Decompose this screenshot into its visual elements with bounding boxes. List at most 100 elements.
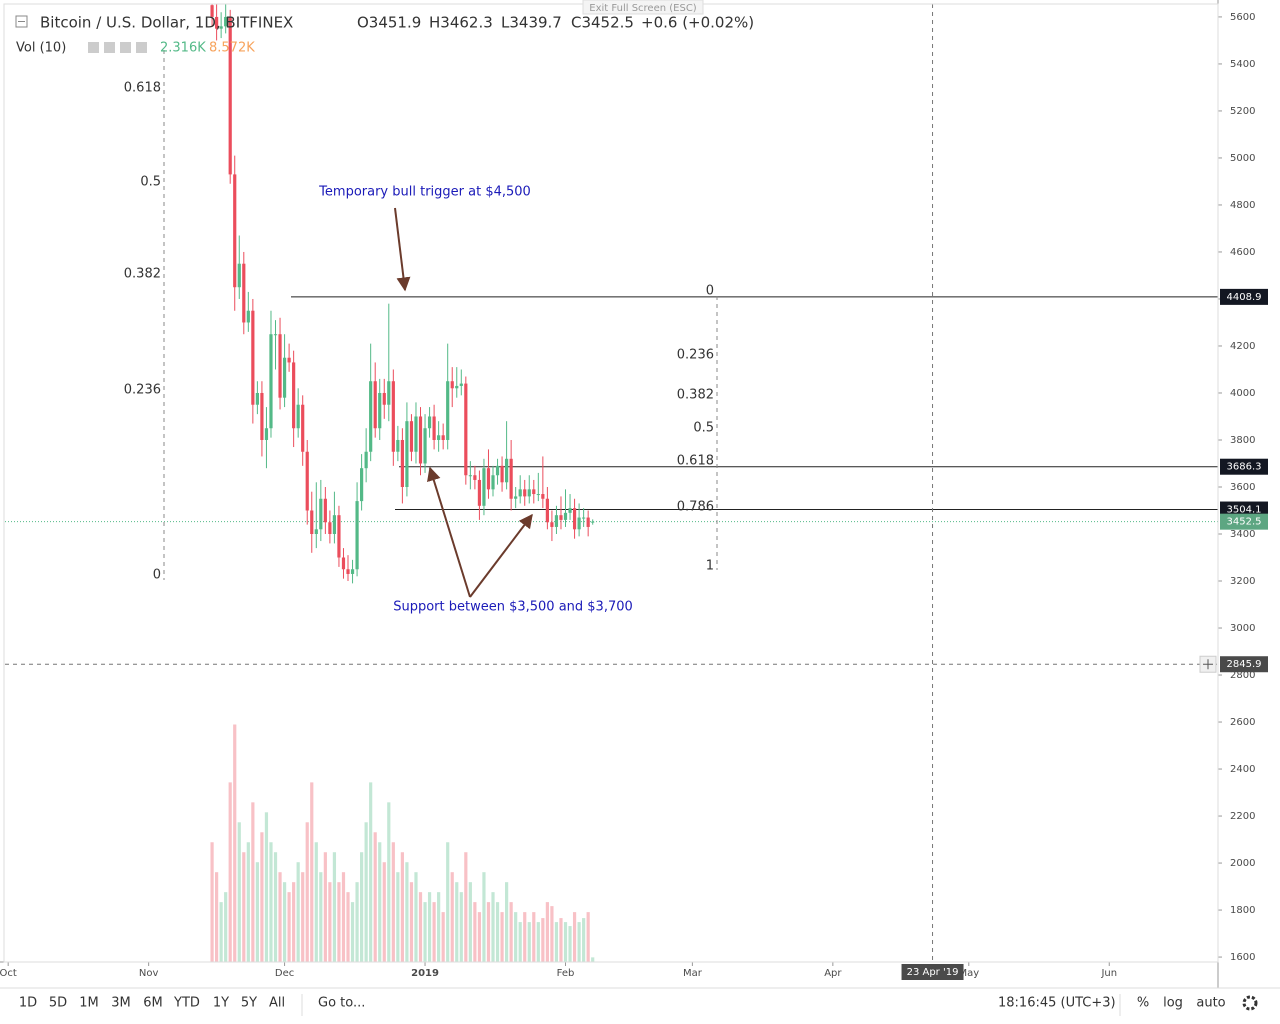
- volume-value: 2.316K: [160, 41, 206, 56]
- candle-body: [591, 521, 595, 523]
- candle-body: [500, 465, 504, 483]
- log-button[interactable]: log: [1163, 996, 1183, 1011]
- annotation: Support between $3,500 and $3,700: [393, 600, 633, 615]
- candle-body: [210, 5, 214, 17]
- indicator-icon[interactable]: [88, 42, 99, 53]
- timeframe-button[interactable]: All: [269, 996, 285, 1011]
- volume-bar: [427, 892, 432, 962]
- volume-bar: [527, 922, 531, 962]
- candle-body: [219, 26, 223, 29]
- volume-bar: [482, 872, 486, 962]
- volume-bar: [237, 822, 241, 962]
- fib-level-label: 0.5: [693, 421, 714, 436]
- exit-fullscreen-button[interactable]: [582, 0, 704, 15]
- volume-bar: [273, 852, 278, 962]
- volume-indicator[interactable]: Vol (10): [16, 41, 66, 56]
- volume-bar: [264, 812, 269, 962]
- auto-button[interactable]: auto: [1196, 996, 1225, 1011]
- volume-bar: [464, 852, 468, 962]
- fib-level-label: 0: [706, 284, 714, 299]
- volume-bar: [305, 822, 309, 962]
- volume-bar: [296, 862, 300, 962]
- volume-bar: [582, 918, 586, 962]
- volume-bar: [409, 882, 414, 962]
- x-tick-label: 2019: [411, 968, 439, 979]
- x-tick-label: Apr: [824, 968, 842, 979]
- y-tick-label: 3600: [1230, 482, 1255, 493]
- x-tick-label: Jun: [1100, 968, 1117, 979]
- candle-body: [427, 416, 432, 429]
- timeframe-button[interactable]: 1Y: [213, 996, 229, 1011]
- volume-bar: [219, 902, 223, 962]
- candle-body: [577, 517, 581, 530]
- volume-bar: [400, 852, 404, 962]
- candle-body: [273, 334, 278, 336]
- candle-body: [536, 494, 540, 496]
- timeframe-button[interactable]: YTD: [173, 996, 200, 1011]
- volume-bar: [360, 852, 364, 962]
- level-label: 4408.9: [1227, 292, 1262, 303]
- timeframe-button[interactable]: 3M: [111, 996, 131, 1011]
- volume-bar: [269, 842, 273, 962]
- y-tick-label: 2000: [1230, 858, 1255, 869]
- timeframe-button[interactable]: 1M: [79, 996, 99, 1011]
- candle-body: [514, 496, 518, 499]
- candle-body: [314, 529, 318, 535]
- volume-bar: [523, 912, 527, 962]
- volume-bar: [536, 922, 540, 962]
- exit-fullscreen-label[interactable]: Exit Full Screen (ESC): [589, 3, 697, 14]
- collapse-icon[interactable]: [15, 15, 28, 28]
- clock: 18:16:45 (UTC+3): [998, 996, 1116, 1011]
- volume-bar: [459, 892, 463, 962]
- volume-bar: [378, 842, 382, 962]
- candle-body: [237, 263, 241, 288]
- candle-body: [382, 392, 386, 405]
- volume-bar: [319, 872, 323, 962]
- timeframe-button[interactable]: 5Y: [241, 996, 257, 1011]
- volume-bar: [346, 892, 350, 962]
- volume-bar: [500, 912, 504, 962]
- candle-body: [586, 517, 590, 527]
- indicator-icon[interactable]: [104, 42, 115, 53]
- timeframe-button[interactable]: 6M: [143, 996, 163, 1011]
- candle-body: [369, 381, 373, 452]
- timeframe-button[interactable]: 1D: [19, 996, 37, 1011]
- candle-body: [418, 416, 423, 464]
- volume-bar: [369, 782, 373, 962]
- percent-button[interactable]: %: [1137, 996, 1149, 1011]
- candle-body: [378, 392, 382, 429]
- x-tick-label: Mar: [683, 968, 703, 979]
- candle-body: [545, 498, 549, 523]
- candle-body: [523, 489, 527, 497]
- candle-body: [260, 392, 264, 440]
- volume-bar: [314, 842, 318, 962]
- volume-bar: [251, 802, 255, 962]
- volume-bar: [255, 862, 259, 962]
- goto-button[interactable]: Go to...: [318, 996, 365, 1011]
- candle-body: [400, 439, 404, 487]
- candle-body: [350, 569, 355, 574]
- indicator-icon[interactable]: [136, 42, 147, 53]
- fib-level-label: 0.618: [124, 81, 161, 96]
- candle-body: [518, 489, 522, 497]
- settings-button[interactable]: [1242, 995, 1258, 1011]
- candle-body: [541, 494, 545, 499]
- volume-bar: [387, 802, 391, 962]
- timeframe-button[interactable]: 5D: [49, 996, 67, 1011]
- candle-body: [509, 458, 513, 499]
- volume-bar: [328, 882, 332, 962]
- symbol-title[interactable]: Bitcoin / U.S. Dollar, 1D, BITFINEX: [40, 14, 293, 32]
- ohlc-low: L3439.7: [501, 14, 562, 32]
- volume-bar: [215, 872, 219, 962]
- volume-bar: [477, 912, 482, 962]
- fib-level-label: 0.5: [140, 175, 161, 190]
- bottom-toolbar: [0, 988, 1280, 1024]
- indicator-icon[interactable]: [120, 42, 131, 53]
- candle-body: [559, 515, 563, 520]
- y-tick-label: 4800: [1230, 200, 1255, 211]
- candle-body: [269, 334, 273, 429]
- crosshair-plus: [1203, 659, 1213, 670]
- x-tick-label: May: [958, 968, 979, 979]
- ohlc-open: O3451.9: [357, 14, 421, 32]
- volume-bar: [246, 842, 250, 962]
